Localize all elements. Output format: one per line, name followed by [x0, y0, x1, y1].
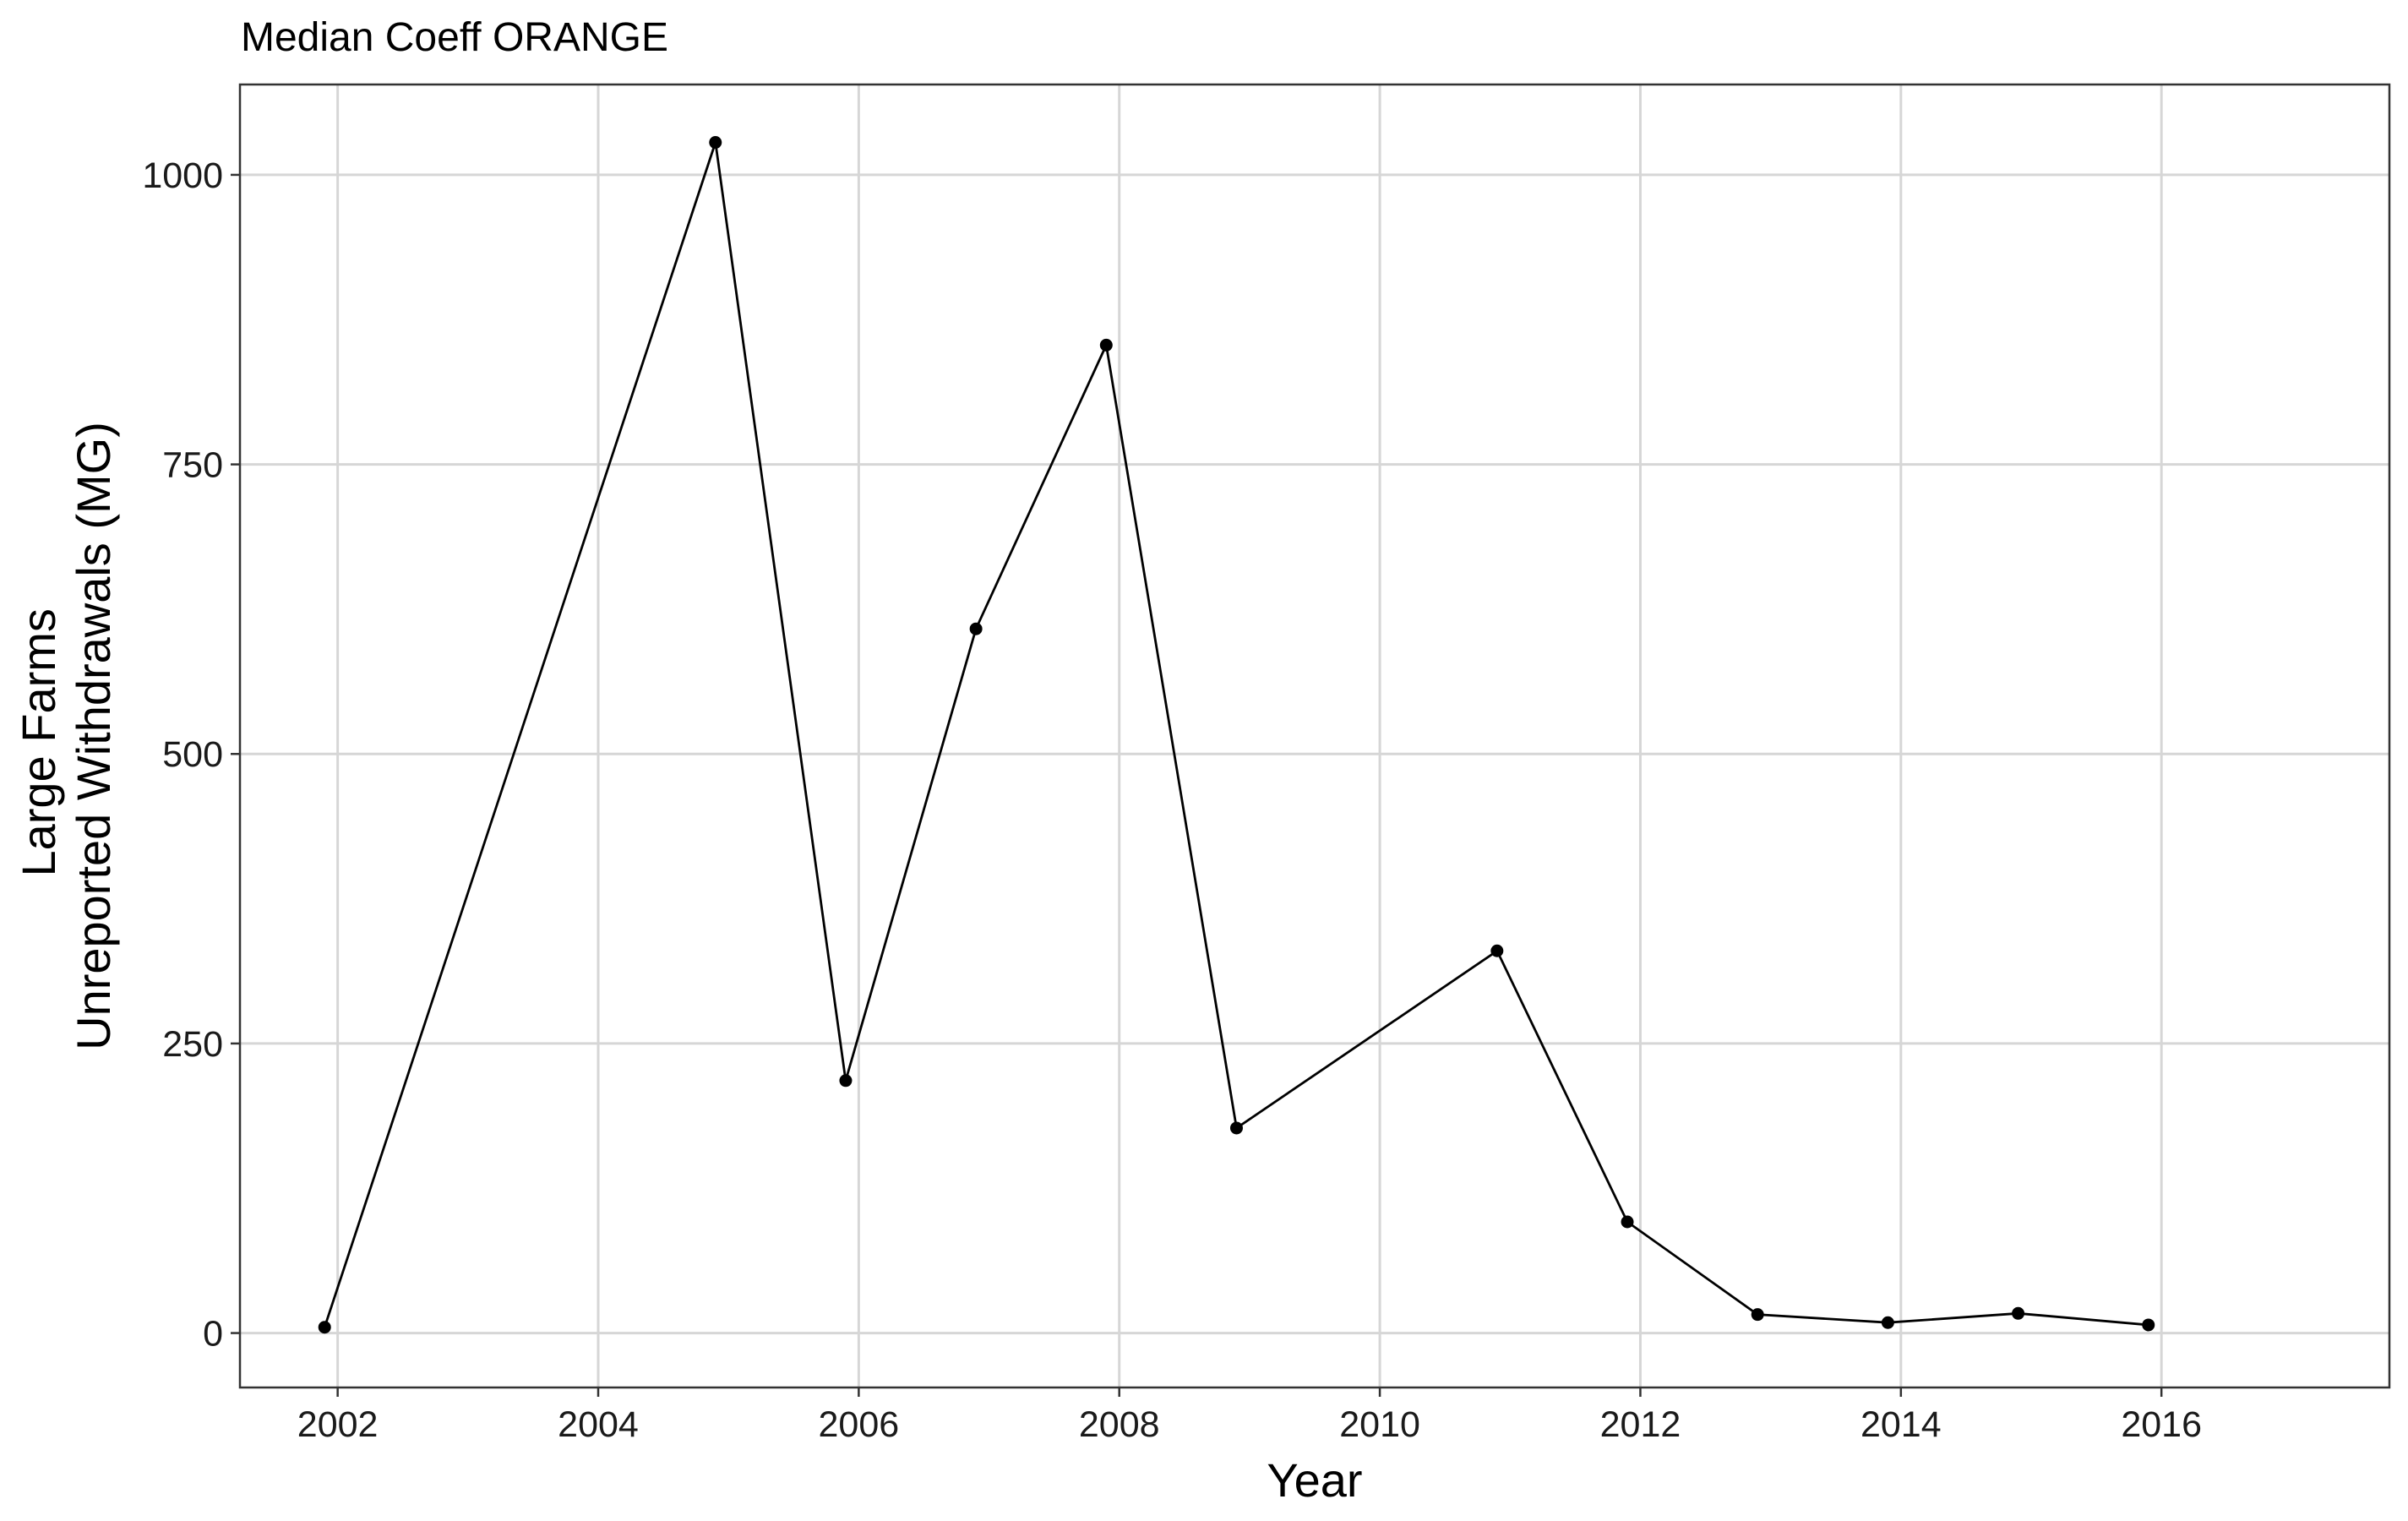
y-gridlines [240, 173, 2389, 1335]
y-tick-label: 250 [162, 1024, 223, 1065]
x-axis-ticks [336, 1387, 2163, 1397]
y-tick-label: 0 [203, 1314, 223, 1355]
x-tick-label: 2002 [297, 1404, 379, 1445]
x-tick-label: 2012 [1600, 1404, 1681, 1445]
x-tick-label: 2016 [2121, 1404, 2202, 1445]
series-line [323, 142, 2149, 1328]
data-point [318, 1321, 331, 1334]
data-point [969, 622, 983, 635]
data-point [1881, 1316, 1894, 1329]
y-axis-tick-labels: 0 250 500 750 1000 [142, 155, 223, 1355]
data-point [1621, 1215, 1634, 1229]
y-axis-ticks [231, 173, 240, 1334]
data-point [1490, 944, 1504, 957]
x-axis-tick-labels: 2002 2004 2006 2008 2010 2012 2014 2016 [297, 1404, 2202, 1445]
y-axis-title: Large Farms Unreported Withdrawals (MG) [12, 422, 120, 1050]
data-point [1229, 1121, 1243, 1135]
series [318, 136, 2155, 1334]
plot-panel-border [238, 83, 2391, 1389]
data-point [839, 1074, 853, 1088]
y-axis-title-line-1: Large Farms [12, 608, 65, 876]
x-tick-label: 2010 [1339, 1404, 1420, 1445]
y-tick-label: 1000 [142, 155, 223, 196]
x-tick-label: 2006 [819, 1404, 900, 1445]
data-point [1751, 1308, 1764, 1322]
chart-title: Median Coeff ORANGE [241, 15, 668, 60]
x-tick-label: 2004 [558, 1404, 639, 1445]
data-point [1099, 338, 1113, 352]
y-tick-label: 500 [162, 734, 223, 775]
data-point [2012, 1306, 2025, 1320]
data-point [2142, 1318, 2155, 1332]
x-tick-label: 2014 [1860, 1404, 1942, 1445]
y-axis-title-line-2: Unreported Withdrawals (MG) [67, 422, 120, 1050]
data-point [709, 136, 722, 150]
y-tick-label: 750 [162, 445, 223, 486]
x-tick-label: 2008 [1079, 1404, 1160, 1445]
x-gridlines [336, 84, 2163, 1387]
x-axis-title: Year [1267, 1453, 1362, 1507]
